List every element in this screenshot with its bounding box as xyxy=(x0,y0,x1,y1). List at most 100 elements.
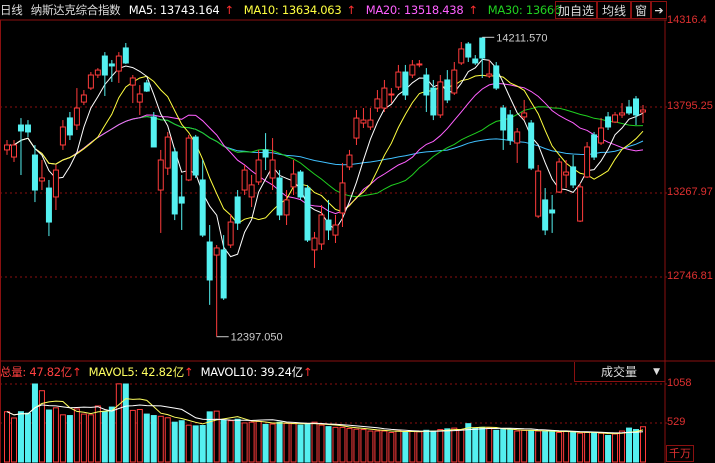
volume-bar xyxy=(213,410,220,463)
candle-body xyxy=(311,237,318,251)
volume-bar xyxy=(430,430,437,463)
chevron-down-icon: ▼ xyxy=(653,367,660,377)
mavol10-line xyxy=(6,404,644,434)
candle-body xyxy=(360,119,367,124)
volume-bar xyxy=(192,425,199,463)
candle-body xyxy=(374,98,381,109)
volume-bar xyxy=(465,423,472,463)
candle-body xyxy=(486,73,493,77)
volume-bar xyxy=(479,426,486,463)
candle-body xyxy=(500,107,507,131)
volume-bar xyxy=(437,429,444,463)
candle-body xyxy=(598,127,605,144)
ma10-line xyxy=(7,74,644,225)
candle-body xyxy=(528,122,535,169)
arrow-right-icon: ➔ xyxy=(654,4,664,17)
indicator-dropdown-label: 成交量 xyxy=(601,365,638,379)
volume-bar xyxy=(4,411,10,463)
candle-body xyxy=(269,159,276,179)
volume-bar xyxy=(360,429,367,463)
volume-bar xyxy=(591,432,598,463)
mavol10-value: MAVOL10: 39.24亿↑ xyxy=(200,365,313,379)
candle-body xyxy=(101,55,108,76)
index-name: 纳斯达克综合指数 xyxy=(30,3,121,17)
volume-bar xyxy=(423,429,430,463)
ma-lines-button[interactable]: 均线 xyxy=(597,1,631,19)
candle-body xyxy=(73,107,80,126)
volume-bar xyxy=(535,430,542,463)
candle-body xyxy=(276,177,283,216)
volume-bar xyxy=(108,406,115,463)
candle-body xyxy=(304,187,311,241)
volume-bar xyxy=(325,426,332,463)
ma-legend-item: MA5: 13743.164 ↑ xyxy=(128,3,234,17)
candle-body xyxy=(122,47,129,64)
volume-bar xyxy=(276,421,283,463)
candle-body xyxy=(94,69,101,76)
volume-bar xyxy=(395,430,402,463)
volume-bar xyxy=(73,408,80,463)
candle-body xyxy=(465,43,472,58)
candle-body xyxy=(10,144,17,158)
candle-body xyxy=(325,219,332,231)
volume-bar xyxy=(31,383,38,463)
volume-bar xyxy=(94,405,101,463)
volume-bar xyxy=(605,434,612,463)
volume-bar xyxy=(220,419,227,463)
volume-bar xyxy=(66,415,73,463)
volume-bar xyxy=(486,427,493,463)
candle-body xyxy=(444,79,451,101)
candle-body xyxy=(416,63,423,66)
volume-bar xyxy=(262,423,269,463)
volume-bar xyxy=(80,413,87,463)
candle-body xyxy=(283,199,290,216)
volume-legend: 总量: 47.82亿↑ MAVOL5: 42.82亿↑ MAVOL10: 39.… xyxy=(0,364,313,380)
candle-body xyxy=(143,82,150,92)
candle-body xyxy=(108,63,115,67)
volume-bar xyxy=(45,409,52,463)
candle-body xyxy=(346,154,353,168)
low-annotation: 12397.050 xyxy=(231,332,283,344)
volume-bar xyxy=(59,414,66,463)
volume-bar xyxy=(472,427,479,463)
expand-button[interactable]: ➔ xyxy=(651,1,667,19)
candle-body xyxy=(178,196,185,204)
volume-bar xyxy=(157,415,164,463)
candle-body xyxy=(591,134,598,158)
candle-body xyxy=(227,221,234,246)
add-watchlist-button[interactable]: 加自选 xyxy=(555,1,597,19)
candle-body xyxy=(451,69,458,94)
candle-body xyxy=(66,117,73,136)
volume-bar xyxy=(458,429,465,463)
volume-tick: 1058 xyxy=(667,377,692,389)
volume-bar xyxy=(178,420,185,463)
candle-body xyxy=(430,87,437,116)
volume-bar xyxy=(332,426,339,463)
candle-body xyxy=(619,112,626,116)
volume-bar xyxy=(626,427,633,463)
volume-bar xyxy=(507,429,514,463)
candle-body xyxy=(290,173,297,188)
volume-bar xyxy=(52,407,59,463)
indicator-dropdown[interactable]: 成交量 ▼ xyxy=(574,362,665,382)
price-tick: 12746.81 xyxy=(667,270,713,282)
volume-bar xyxy=(416,431,423,463)
volume-bar xyxy=(381,430,388,463)
ma-legend-item: MA10: 13634.063 ↑ xyxy=(243,3,356,17)
candle-body xyxy=(535,170,542,217)
candle-body xyxy=(437,81,444,116)
volume-bar xyxy=(171,421,178,463)
volume-bar xyxy=(122,383,129,463)
volume-bar xyxy=(577,432,584,463)
volume-bar xyxy=(248,421,255,463)
window-button[interactable]: 窗 xyxy=(631,1,651,19)
volume-bar xyxy=(38,390,45,463)
total-volume: 总量: 47.82亿↑ xyxy=(0,365,82,379)
volume-tick: 529 xyxy=(667,416,686,428)
candle-body xyxy=(458,48,465,64)
volume-bar xyxy=(10,417,17,463)
ma30-line xyxy=(7,106,644,198)
volume-bar xyxy=(528,430,535,463)
high-annotation: 14211.570 xyxy=(496,32,547,44)
